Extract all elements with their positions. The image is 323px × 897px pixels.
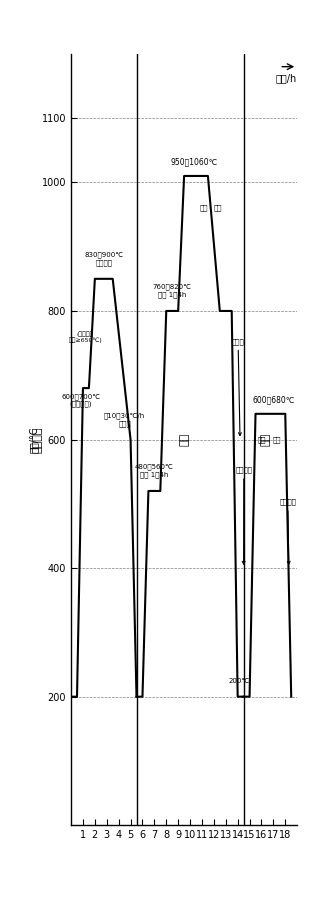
Text: 保温: 保温 <box>200 205 209 212</box>
Text: 回火: 回火 <box>261 433 270 446</box>
Text: (料件入炉
炉温≥650℃): (料件入炉 炉温≥650℃) <box>68 331 102 343</box>
Text: 出炉冷却: 出炉冷却 <box>279 499 296 564</box>
Text: 以10～30℃/h
缓炉冷: 以10～30℃/h 缓炉冷 <box>104 413 145 427</box>
Text: 830～900℃
缓慢降温: 830～900℃ 缓慢降温 <box>85 252 124 266</box>
Text: 950～1060℃: 950～1060℃ <box>170 157 217 166</box>
Text: 600～680℃: 600～680℃ <box>252 396 295 405</box>
Text: 冷却: 冷却 <box>213 205 222 212</box>
Text: 时间/h: 时间/h <box>276 74 297 83</box>
Text: 油淬火: 油淬火 <box>232 338 245 436</box>
Text: 760～820℃
预温 1～4h: 760～820℃ 预温 1～4h <box>153 283 192 298</box>
Text: 冷却: 冷却 <box>257 436 266 443</box>
Y-axis label: 温度/°C: 温度/°C <box>29 426 39 453</box>
Text: 480～560℃
保温 1～4h: 480～560℃ 保温 1～4h <box>135 464 174 478</box>
Text: 600～700℃
(料料预热): 600～700℃ (料料预热) <box>61 393 100 407</box>
Text: 淬火: 淬火 <box>179 433 189 446</box>
Text: 200℃: 200℃ <box>228 678 249 684</box>
Text: 出炉淬火: 出炉淬火 <box>235 466 252 564</box>
Text: 保温: 保温 <box>273 436 281 443</box>
Text: 完全退火: 完全退火 <box>32 426 42 453</box>
